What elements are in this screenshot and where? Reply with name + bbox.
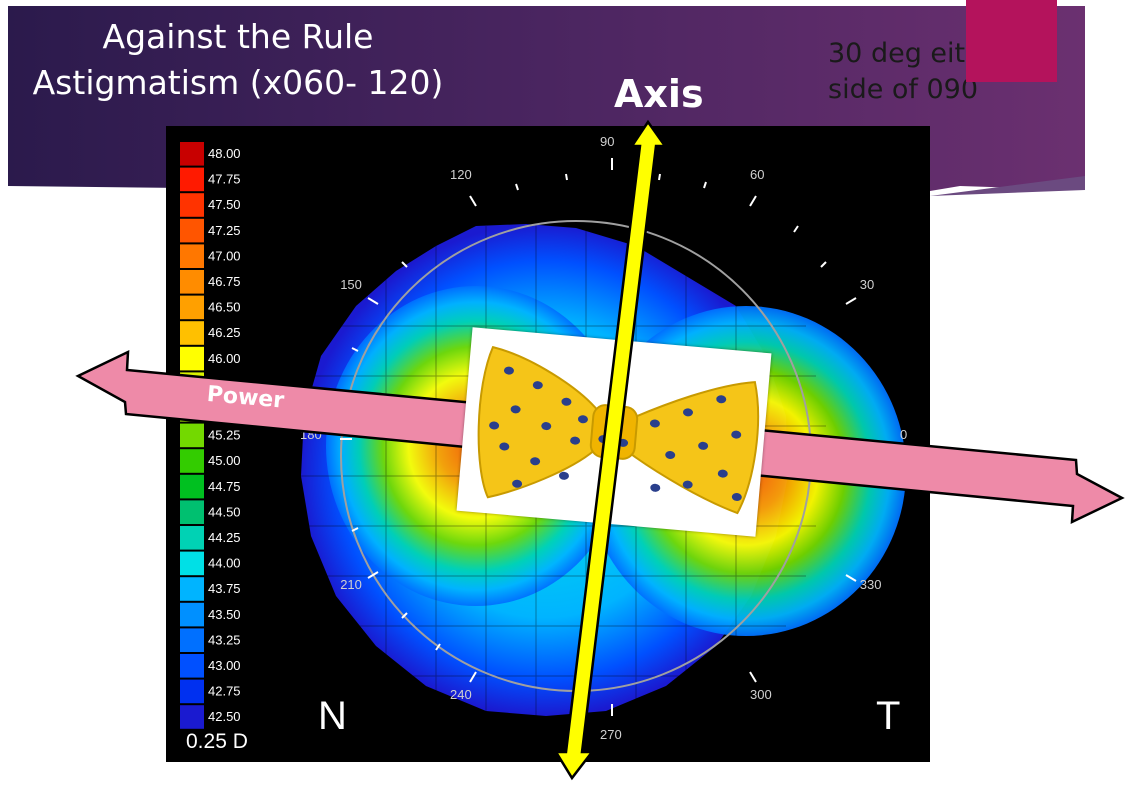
degree-label: 270	[600, 727, 622, 742]
polka-dot	[682, 480, 693, 489]
degree-label: 300	[750, 687, 772, 702]
scale-value-label: 42.50	[208, 709, 241, 724]
temporal-label: T	[876, 694, 901, 738]
scale-swatch	[180, 449, 204, 473]
scale-swatch	[180, 474, 204, 499]
scale-value-label: 46.00	[208, 351, 241, 366]
scale-value-label: 43.50	[208, 607, 241, 622]
scale-value-label: 43.75	[208, 581, 241, 596]
scale-swatch	[180, 193, 204, 217]
scale-value-label: 45.25	[208, 428, 241, 443]
scale-swatch	[180, 423, 204, 448]
polka-dot	[503, 366, 514, 375]
title-line-1: Against the Rule	[102, 17, 374, 56]
scale-value-label: 44.25	[208, 530, 241, 545]
polka-dot	[530, 457, 541, 466]
polka-dot	[665, 450, 676, 459]
scale-swatch	[180, 142, 204, 166]
scale-value-label: 44.50	[208, 504, 241, 519]
scale-value-label: 45.00	[208, 453, 241, 468]
polka-dot	[649, 419, 660, 428]
degree-label: 240	[450, 687, 472, 702]
degree-label: 30	[860, 277, 874, 292]
scale-swatch	[180, 270, 204, 294]
scale-swatch	[180, 628, 204, 652]
scale-swatch	[180, 705, 204, 729]
scale-swatch	[180, 577, 204, 601]
polka-dot	[731, 430, 742, 439]
scale-value-label: 42.75	[208, 684, 241, 699]
scale-value-label: 44.00	[208, 556, 241, 571]
slide-title: Against the Rule Astigmatism (x060- 120)	[8, 14, 468, 106]
polka-dot	[499, 442, 510, 451]
scale-swatch	[180, 321, 204, 345]
scale-value-label: 43.25	[208, 632, 241, 647]
scale-swatch	[180, 295, 204, 320]
scale-value-label: 43.00	[208, 658, 241, 673]
degree-label: 0	[900, 427, 907, 442]
scale-value-label: 46.50	[208, 300, 241, 315]
accent-box	[966, 0, 1057, 82]
scale-swatch	[180, 526, 204, 550]
polka-dot	[650, 483, 661, 492]
degree-label: 120	[450, 167, 472, 182]
degree-label: 150	[340, 277, 362, 292]
scale-swatch	[180, 551, 204, 576]
scale-value-label: 47.75	[208, 172, 241, 187]
scale-swatch	[180, 602, 204, 627]
polka-dot	[512, 479, 523, 488]
polka-dot	[558, 471, 569, 480]
polka-dot	[716, 395, 727, 404]
scale-swatch	[180, 654, 204, 678]
scale-value-label: 46.25	[208, 325, 241, 340]
scale-unit-label: 0.25 D	[186, 730, 248, 753]
degree-label: 90	[600, 134, 614, 149]
scale-swatch	[180, 244, 204, 268]
polka-dot	[578, 415, 588, 424]
scale-swatch	[180, 167, 204, 192]
scale-value-label: 46.75	[208, 274, 241, 289]
polka-dot	[731, 492, 742, 501]
scale-swatch	[180, 500, 204, 524]
nasal-label: N	[318, 694, 347, 738]
scale-value-label: 47.50	[208, 197, 241, 212]
note-line-2: side of 090	[828, 74, 979, 105]
scale-value-label: 47.25	[208, 223, 241, 238]
polka-dot	[570, 436, 581, 445]
degree-label: 210	[340, 577, 362, 592]
polka-dot	[717, 469, 728, 478]
scale-swatch	[180, 346, 204, 371]
degree-label: 330	[860, 577, 882, 592]
polka-dot	[510, 405, 521, 414]
polka-dot	[682, 408, 693, 417]
polka-dot	[532, 381, 543, 390]
scale-value-label: 48.00	[208, 146, 241, 161]
scale-value-label: 44.75	[208, 479, 241, 494]
degree-ticks	[340, 158, 857, 716]
axis-arrow-label: Axis	[614, 72, 704, 116]
scale-swatch	[180, 218, 204, 243]
title-line-2: Astigmatism (x060- 120)	[32, 63, 444, 102]
polka-dot	[561, 397, 572, 406]
polka-dot	[541, 422, 552, 431]
scale-swatch	[180, 679, 204, 704]
degree-label: 60	[750, 167, 764, 182]
polka-dot	[489, 421, 500, 430]
scale-value-label: 47.00	[208, 248, 241, 263]
polka-dot	[698, 441, 709, 450]
